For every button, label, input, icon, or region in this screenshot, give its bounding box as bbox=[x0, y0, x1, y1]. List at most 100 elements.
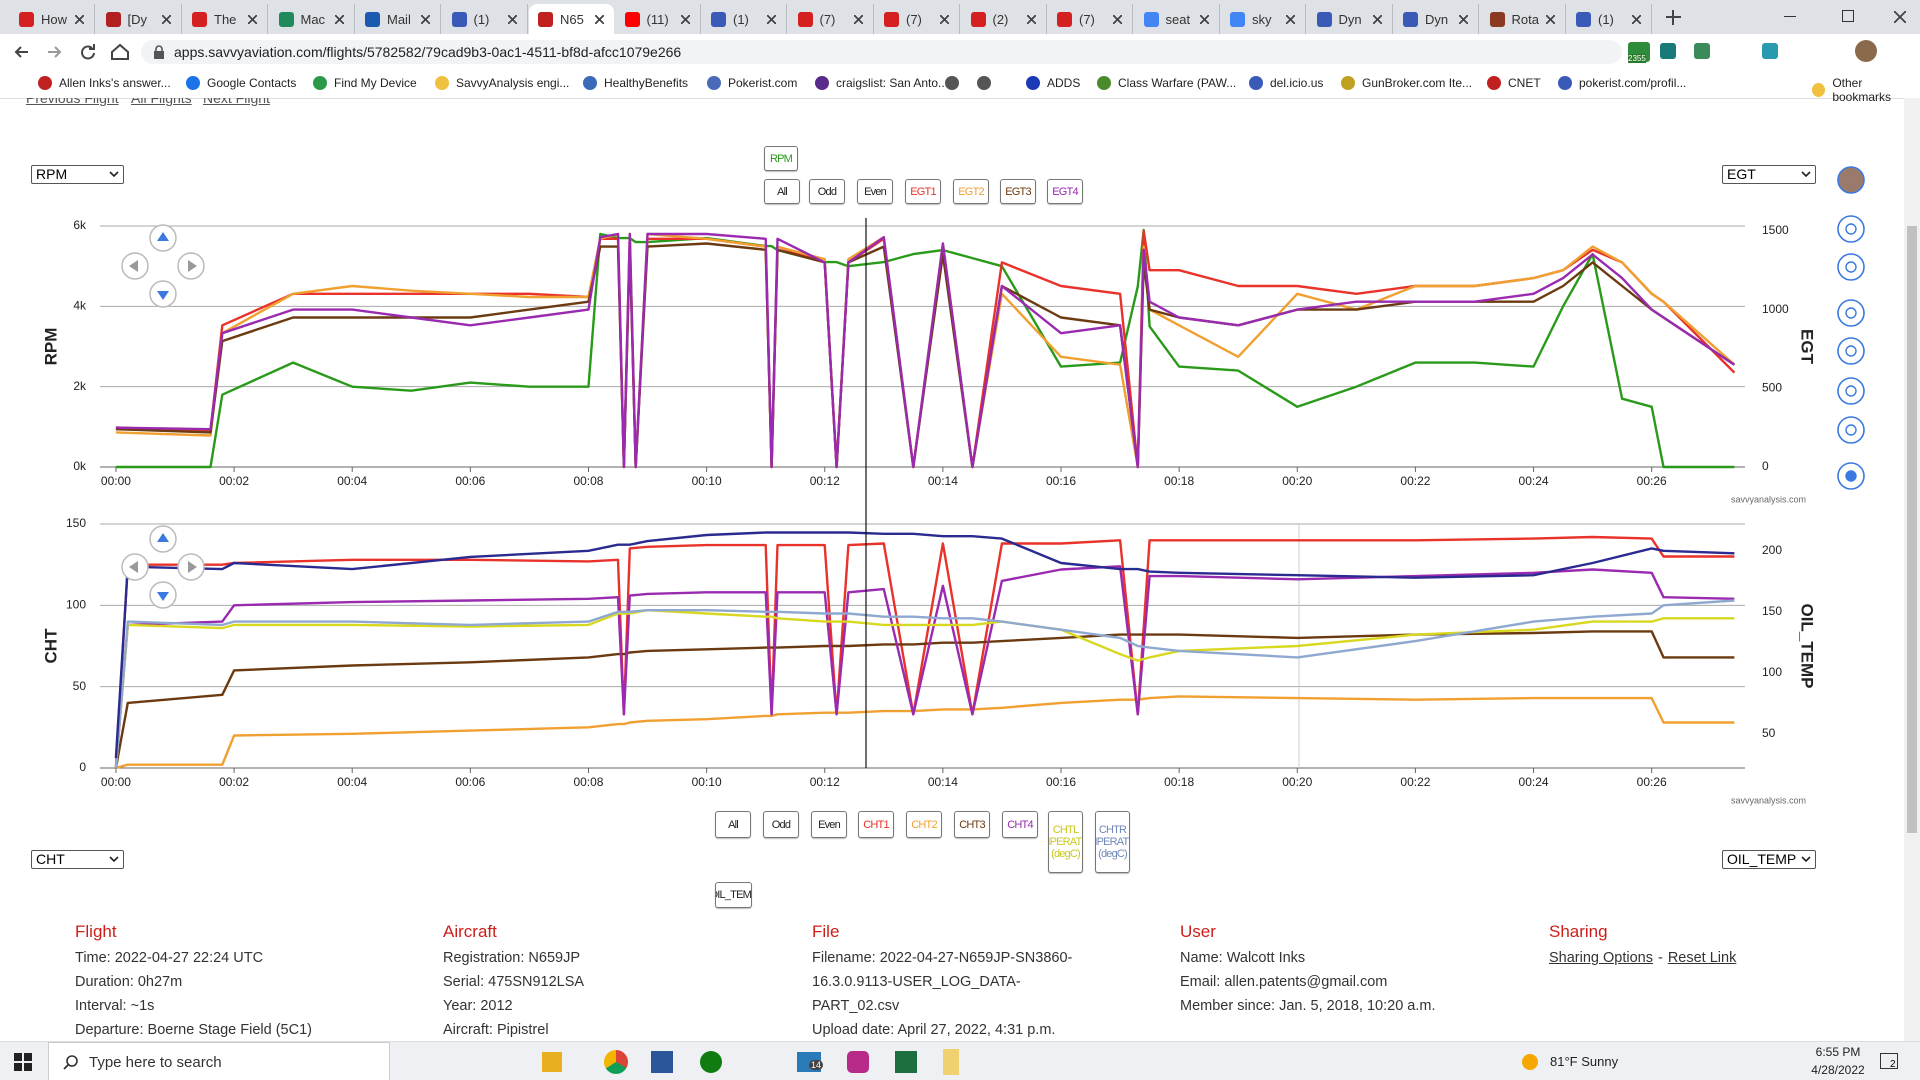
weather[interactable]: 81°F Sunny bbox=[1550, 1054, 1619, 1069]
bookmark-icon[interactable] bbox=[977, 76, 991, 90]
minimize[interactable] bbox=[1784, 16, 1796, 17]
clock-time[interactable]: 6:55 PM bbox=[1815, 1045, 1861, 1059]
start-button[interactable] bbox=[14, 1053, 32, 1071]
bookmark[interactable]: Pokerist.com bbox=[707, 76, 797, 90]
tab[interactable]: (7) bbox=[1048, 4, 1133, 34]
tab-close[interactable] bbox=[507, 15, 517, 24]
select[interactable]: OIL_TEMP bbox=[1722, 850, 1816, 869]
toggle-button[interactable]: CHT4 bbox=[1002, 811, 1038, 838]
bookmark[interactable]: HealthyBenefits bbox=[583, 76, 688, 90]
tab[interactable]: (2) bbox=[962, 4, 1047, 34]
tab[interactable]: Rota bbox=[1481, 4, 1566, 34]
link[interactable]: Reset Link bbox=[1667, 950, 1737, 966]
clock-date[interactable]: 4/28/2022 bbox=[1811, 1063, 1865, 1077]
toggle-button[interactable]: All bbox=[715, 811, 751, 838]
bookmark[interactable]: del.icio.us bbox=[1249, 76, 1323, 90]
omnibox[interactable]: apps.savvyaviation.com/flights/5782582/7… bbox=[141, 40, 1622, 64]
tab[interactable]: Dyn bbox=[1394, 4, 1479, 34]
tab[interactable]: seat bbox=[1135, 4, 1220, 34]
tab[interactable]: sky bbox=[1221, 4, 1306, 34]
tab[interactable]: (7) bbox=[789, 4, 874, 34]
tab-close[interactable] bbox=[1026, 15, 1036, 24]
tab-close[interactable] bbox=[940, 15, 949, 24]
toggle-button[interactable]: CHT3 bbox=[954, 811, 990, 838]
tab-close[interactable] bbox=[1632, 15, 1641, 24]
tab-close[interactable] bbox=[853, 15, 863, 24]
tab-close[interactable] bbox=[1113, 15, 1122, 24]
tab-close[interactable] bbox=[1372, 15, 1382, 24]
search-box[interactable]: Type here to search bbox=[48, 1042, 390, 1080]
tab-close[interactable] bbox=[334, 15, 344, 24]
toggle-button[interactable]: Odd bbox=[763, 811, 799, 838]
tab-close[interactable] bbox=[1459, 15, 1468, 24]
bookmark-icon[interactable] bbox=[945, 76, 959, 90]
tab-close[interactable] bbox=[767, 15, 776, 24]
new-tab[interactable] bbox=[1672, 10, 1674, 25]
bookmark[interactable]: Google Contacts bbox=[186, 76, 296, 90]
bookmark[interactable]: CNET bbox=[1487, 76, 1541, 90]
extension-icon[interactable] bbox=[1762, 43, 1778, 59]
tab[interactable]: Mac bbox=[270, 4, 355, 34]
app-icon[interactable] bbox=[943, 1049, 959, 1075]
link[interactable]: Sharing Options bbox=[1549, 950, 1653, 966]
close-window[interactable] bbox=[1894, 11, 1906, 23]
nav-buttons[interactable] bbox=[10, 40, 140, 64]
notifications[interactable]: 2 bbox=[1880, 1053, 1898, 1070]
tab[interactable]: (1) bbox=[702, 4, 787, 34]
app-icon[interactable] bbox=[651, 1051, 673, 1073]
extension-icon[interactable]: 2355 bbox=[1628, 42, 1650, 63]
tab[interactable]: (1) bbox=[443, 4, 528, 34]
toggle-button[interactable]: OIL_TEMP bbox=[715, 882, 752, 908]
tab-close[interactable] bbox=[1286, 15, 1295, 24]
tab[interactable]: The bbox=[183, 4, 268, 34]
bookmark[interactable]: GunBroker.com Ite... bbox=[1341, 76, 1472, 90]
select[interactable]: CHT bbox=[31, 850, 124, 869]
bookmark[interactable]: ADDS bbox=[1026, 76, 1080, 90]
tab-close[interactable] bbox=[421, 15, 430, 24]
toggle-button[interactable]: Odd bbox=[809, 179, 845, 204]
toggle-button[interactable]: EGT4 bbox=[1047, 179, 1083, 204]
toggle-button[interactable]: EGT2 bbox=[953, 179, 989, 204]
toggle-button[interactable]: EGT1 bbox=[905, 179, 941, 204]
app-icon[interactable] bbox=[604, 1050, 628, 1074]
app-icon[interactable] bbox=[847, 1051, 869, 1073]
bookmark[interactable]: Allen Inks's answer... bbox=[38, 76, 171, 90]
toggle-button[interactable]: All bbox=[764, 179, 800, 204]
bookmark[interactable]: craigslist: San Anto... bbox=[815, 76, 948, 90]
tab[interactable]: Mail bbox=[356, 4, 441, 34]
toggle-button[interactable]: Even bbox=[857, 179, 893, 204]
tab[interactable]: (11) bbox=[616, 4, 701, 34]
bookmark[interactable]: Find My Device bbox=[313, 76, 417, 90]
tab-close[interactable] bbox=[248, 15, 257, 24]
tab[interactable]: Dyn bbox=[1308, 4, 1393, 34]
extension-icon[interactable] bbox=[1660, 43, 1676, 59]
tab-close[interactable] bbox=[1199, 15, 1209, 24]
nav-link[interactable]: All Flights bbox=[131, 98, 192, 106]
toggle-button[interactable]: CHTL TEMPERATURE (degC) bbox=[1048, 811, 1083, 873]
toggle-button[interactable]: EGT3 bbox=[1000, 179, 1036, 204]
tab-close[interactable] bbox=[161, 15, 171, 24]
bookmark[interactable]: pokerist.com/profil... bbox=[1558, 76, 1686, 90]
bookmark[interactable]: Other bookmarks bbox=[1812, 76, 1920, 104]
nav-link[interactable]: Next Flight bbox=[203, 98, 270, 106]
extension-icon[interactable] bbox=[1694, 43, 1710, 59]
tab[interactable]: [Dy bbox=[97, 4, 182, 34]
profile-avatar[interactable] bbox=[1855, 40, 1877, 62]
toggle-button[interactable]: RPM bbox=[764, 146, 798, 171]
bookmark[interactable]: SavvyAnalysis engi... bbox=[435, 76, 569, 90]
toggle-button[interactable]: CHTR TEMPERATURE (degC) bbox=[1095, 811, 1130, 873]
tab[interactable]: (1) bbox=[1567, 4, 1652, 34]
app-icon[interactable]: 14 bbox=[797, 1052, 824, 1072]
toggle-button[interactable]: CHT2 bbox=[906, 811, 942, 838]
bookmark[interactable]: Class Warfare (PAW... bbox=[1097, 76, 1236, 90]
toggle-button[interactable]: Even bbox=[811, 811, 847, 838]
select[interactable]: EGT bbox=[1722, 165, 1816, 184]
app-icon[interactable] bbox=[542, 1052, 562, 1072]
app-icon[interactable] bbox=[700, 1051, 722, 1073]
tab-close[interactable] bbox=[75, 15, 84, 24]
tab-close[interactable] bbox=[1545, 15, 1555, 24]
tab[interactable]: How bbox=[10, 4, 95, 34]
scroll-thumb[interactable] bbox=[1907, 226, 1917, 833]
tab[interactable]: N65 bbox=[529, 4, 614, 34]
app-icon[interactable] bbox=[895, 1051, 917, 1073]
